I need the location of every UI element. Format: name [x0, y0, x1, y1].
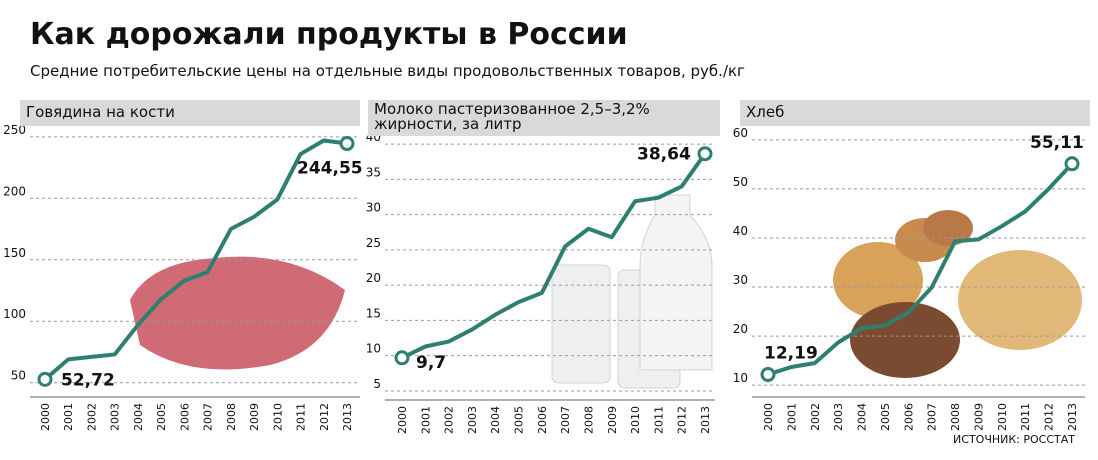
x-tick-label: 2007 — [202, 403, 215, 431]
data-line — [43, 138, 348, 381]
x-tick-label: 2004 — [132, 403, 145, 431]
x-tick-label: 2006 — [902, 403, 915, 431]
x-tick-label: 2007 — [926, 403, 939, 431]
x-tick-label: 2001 — [62, 403, 75, 431]
bread — [923, 210, 973, 246]
x-tick-label: 2011 — [295, 403, 308, 431]
end-marker — [1064, 156, 1080, 172]
x-tick-label: 2001 — [785, 403, 798, 431]
end-marker — [37, 371, 53, 387]
y-tick-label: 50 — [733, 175, 748, 189]
y-tick-label: 150 — [3, 246, 26, 260]
x-tick-label: 2013 — [341, 403, 354, 431]
value-label: 38,64 — [637, 145, 691, 165]
y-tick-label: 25 — [366, 236, 381, 250]
bread — [850, 302, 960, 378]
x-tick-label: 2002 — [85, 403, 98, 431]
x-tick-label: 2008 — [225, 403, 238, 431]
source: ИСТОЧНИК: РОССТАТ — [953, 433, 1075, 446]
end-marker — [394, 350, 410, 366]
milk-bottle — [639, 194, 713, 371]
x-tick-label: 2000 — [396, 406, 409, 434]
panel-title: Молоко пастеризованное 2,5–3,2% жирности… — [368, 100, 720, 136]
y-tick-label: 10 — [366, 342, 381, 356]
title: Как дорожали продукты в России — [30, 17, 628, 52]
x-tick-label: 2003 — [466, 406, 479, 434]
panel-title: Говядина на кости — [20, 100, 360, 126]
x-tick-label: 2006 — [536, 406, 549, 434]
x-tick-label: 2005 — [155, 403, 168, 431]
y-tick-label: 200 — [3, 184, 26, 198]
value-label: 9,7 — [416, 353, 446, 373]
x-tick-label: 2008 — [582, 406, 595, 434]
y-tick-label: 15 — [366, 306, 381, 320]
end-marker — [697, 146, 713, 162]
x-tick-label: 2009 — [972, 403, 985, 431]
y-tick-label: 30 — [733, 273, 748, 287]
x-tick-label: 2003 — [832, 403, 845, 431]
y-tick-label: 50 — [11, 369, 26, 383]
data-line — [767, 162, 1074, 377]
x-tick-label: 2011 — [1019, 403, 1032, 431]
value-label: 52,72 — [61, 370, 115, 390]
end-marker — [760, 366, 776, 382]
data-line — [401, 152, 707, 360]
y-tick-label: 35 — [366, 165, 381, 179]
x-tick-label: 2010 — [996, 403, 1009, 431]
x-tick-label: 2004 — [856, 403, 869, 431]
panel-title: Хлеб — [740, 100, 1090, 126]
value-label: 244,55 — [297, 159, 363, 179]
y-tick-label: 60 — [733, 126, 748, 140]
x-tick-label: 2013 — [1066, 403, 1079, 431]
meat-illustration — [130, 256, 345, 370]
bread — [958, 250, 1082, 350]
bread — [833, 242, 923, 318]
x-tick-label: 2010 — [271, 403, 284, 431]
x-tick-label: 2012 — [676, 406, 689, 434]
x-tick-label: 2013 — [699, 406, 712, 434]
x-tick-label: 2010 — [629, 406, 642, 434]
value-label: 12,19 — [764, 343, 818, 363]
x-tick-label: 2007 — [559, 406, 572, 434]
x-tick-label: 2009 — [248, 403, 261, 431]
x-tick-label: 2000 — [39, 403, 52, 431]
y-tick-label: 100 — [3, 307, 26, 321]
y-tick-label: 40 — [733, 224, 748, 238]
x-tick-label: 2004 — [489, 406, 502, 434]
end-marker — [339, 136, 355, 152]
y-tick-label: 20 — [733, 322, 748, 336]
x-tick-label: 2005 — [879, 403, 892, 431]
value-label: 55,11 — [1030, 133, 1084, 153]
x-tick-label: 2003 — [109, 403, 122, 431]
x-tick-label: 2011 — [652, 406, 665, 434]
milk-glass — [551, 264, 611, 384]
y-tick-label: 20 — [366, 271, 381, 285]
x-tick-label: 2006 — [178, 403, 191, 431]
y-tick-label: 5 — [373, 377, 381, 391]
x-tick-label: 2008 — [949, 403, 962, 431]
x-tick-label: 2005 — [513, 406, 526, 434]
x-tick-label: 2012 — [1043, 403, 1056, 431]
x-tick-label: 2009 — [606, 406, 619, 434]
x-tick-label: 2001 — [419, 406, 432, 434]
subtitle: Средние потребительские цены на отдельны… — [30, 62, 745, 80]
y-tick-label: 10 — [733, 371, 748, 385]
x-tick-label: 2012 — [318, 403, 331, 431]
decor — [130, 194, 1082, 389]
x-tick-label: 2000 — [762, 403, 775, 431]
y-tick-label: 250 — [3, 123, 26, 137]
x-tick-label: 2002 — [443, 406, 456, 434]
y-tick-label: 30 — [366, 201, 381, 215]
x-tick-label: 2002 — [809, 403, 822, 431]
